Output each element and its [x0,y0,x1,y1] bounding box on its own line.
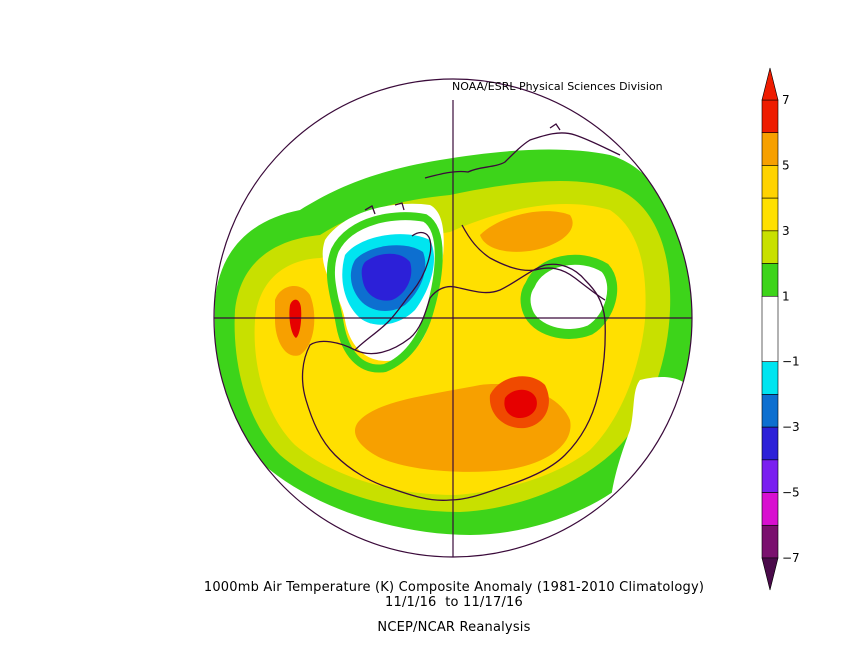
contour-green-ring-west [326,212,443,373]
caption-source: NCEP/NCAR Reanalysis [377,620,531,635]
contour-orange-3 [480,211,573,252]
south-america-coastline [424,132,621,179]
colorbar-tick-label: −7 [782,551,800,565]
colorbar-bin [761,132,779,166]
colorbar-bin [761,99,779,134]
contour-white-2 [525,259,613,334]
colorbar-tick-label: −1 [782,355,800,369]
map-axes [214,100,692,557]
colorbar-tick-label: −3 [782,420,800,434]
colorbar-bin [761,230,779,264]
africa-coastline [461,224,606,301]
colorbar-bin [761,263,779,297]
colorbar-tick-label: 3 [782,224,790,238]
colorbar-under-arrow [761,557,779,591]
colorbar-over-arrow [761,67,779,101]
colorbar-tick-label: −5 [782,486,800,500]
colorbar-tick-label: 7 [782,93,790,107]
credit-text: NOAA/ESRL Physical Sciences Division [452,80,663,93]
colorbar [761,67,779,591]
contour-red-1-core [504,389,537,418]
colorbar-bin [761,295,779,363]
contour-indigo [361,253,412,301]
colorbar-bin [761,426,779,461]
caption-period: 11/1/16 to 11/17/16 [385,595,523,610]
colorbar-bin [761,492,779,526]
colorbar-bin [761,361,779,395]
peninsula-coastline [354,231,432,351]
contour-green-ring-east [520,254,618,339]
colorbar-tick-label: 1 [782,289,790,303]
antarctica-coastline [301,263,606,501]
colorbar-bin [761,459,779,493]
colorbar-tick-label: 5 [782,158,790,172]
anomaly-field [214,79,692,557]
islands-coastline [364,123,561,215]
colorbar-bin [761,394,779,428]
colorbar-ticks: 7 5 3 1 −1 −3 −5 −7 [782,93,800,565]
contour-red-2 [289,299,302,338]
caption-title: 1000mb Air Temperature (K) Composite Ano… [203,580,705,595]
map-boundary [213,78,693,558]
colorbar-bin [761,165,779,199]
coastlines [301,123,621,501]
colorbar-bin [761,197,779,232]
colorbar-bin [761,524,779,559]
